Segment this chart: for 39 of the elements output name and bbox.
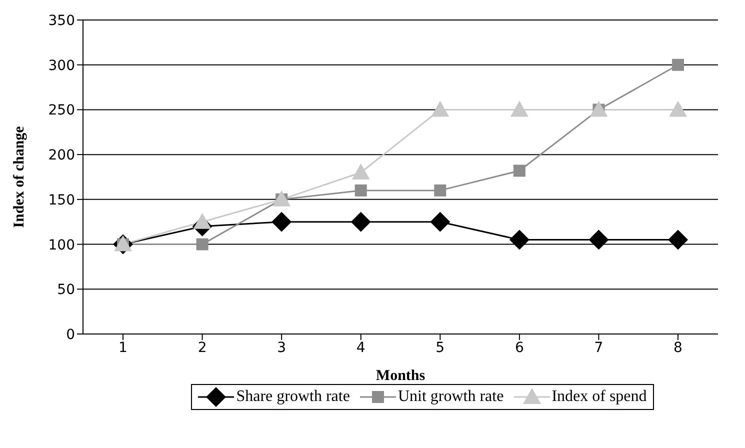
point [196,238,208,250]
x-tick-label: 1 [118,340,128,356]
point [193,212,212,229]
y-tick-label: 350 [48,12,75,29]
y-tick-label: 200 [48,148,75,164]
point [668,230,688,250]
x-axis-title: Months [376,368,426,384]
point [434,184,446,196]
x-tick-label: 2 [198,340,207,356]
point [354,184,367,196]
point [430,212,450,232]
point [350,212,371,232]
x-tick-label: 8 [674,340,682,356]
legend-label: Share growth rate [236,388,350,406]
y-tick-label: 0 [66,326,75,343]
y-axis-title: Index of change [11,126,28,228]
point [272,190,291,206]
legend-label: Index of spend [552,388,647,406]
point [590,100,608,117]
x-tick-label: 5 [436,340,445,356]
point [352,164,370,180]
point [272,212,292,232]
y-tick-label: 100 [48,237,75,254]
point [513,164,526,177]
point [588,230,609,250]
x-tick-label: 4 [356,340,366,356]
y-tick-label: 150 [48,192,75,208]
y-tick-label: 300 [48,58,75,74]
point [510,100,528,117]
x-tick-label: 3 [277,340,286,356]
x-tick-label: 7 [594,340,604,356]
x-tick-label: 6 [514,340,524,356]
point [669,100,687,117]
legend-label: Unit growth rate [398,388,504,406]
y-tick-label: 50 [57,282,75,298]
point [431,100,450,117]
point [509,230,530,250]
point [672,58,684,71]
y-tick-label: 250 [48,102,75,119]
